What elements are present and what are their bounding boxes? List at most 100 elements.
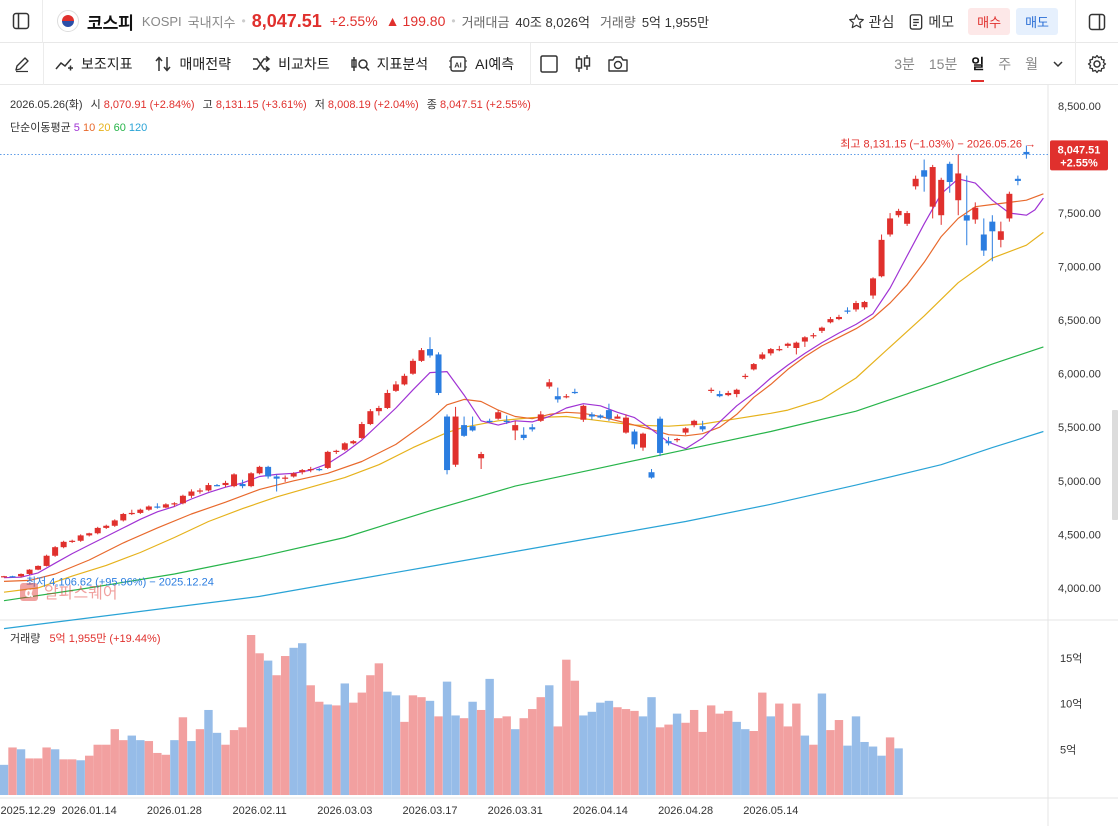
ma-period-10: 10 [79, 122, 96, 134]
candle-body [384, 392, 391, 408]
candle-body [35, 565, 42, 570]
price-tick-label: 4,000.00 [1058, 583, 1101, 595]
candle-body [622, 417, 629, 433]
period-3min[interactable]: 3분 [894, 56, 915, 72]
candle-body [358, 424, 365, 438]
candle-body [469, 426, 476, 431]
candle-style-button[interactable] [567, 43, 599, 85]
candle-body [273, 476, 280, 479]
date-tick-label: 2026.03.03 [317, 805, 372, 817]
strategy-button[interactable]: 매매전략 [143, 43, 242, 85]
volume-bar [340, 683, 349, 795]
panel-toggle-button[interactable] [1075, 0, 1118, 43]
candle-body [9, 576, 16, 578]
volume-bar [468, 701, 477, 795]
candle-body [290, 473, 297, 477]
high-label: 고 [202, 99, 213, 111]
period-month[interactable]: 월 [1025, 56, 1038, 72]
indicators-button[interactable]: 보조지표 [44, 43, 143, 85]
volume-bar [570, 680, 580, 795]
chevron-down-icon[interactable] [1052, 58, 1064, 70]
candle-body [938, 179, 945, 216]
volume-bar [655, 727, 665, 795]
price-tick-label: 6,000.00 [1058, 369, 1101, 381]
volume-legend-label: 거래량 [10, 633, 41, 645]
scrollbar-thumb[interactable] [1112, 410, 1118, 520]
volume-bar [724, 710, 733, 795]
ma-legend-periods: 5 10 20 60 120 [74, 122, 147, 134]
volume-tick-label: 10억 [1060, 698, 1082, 711]
price-tick-label: 6,500.00 [1058, 315, 1101, 327]
volume-bar [698, 731, 707, 795]
ma-legend[interactable]: 단순이동평균 5 10 20 60 120 [10, 119, 147, 135]
compare-button[interactable]: 비교차트 [241, 43, 340, 85]
candle-body [282, 477, 289, 479]
volume-bar [630, 710, 639, 795]
symbol-header: 코스피 KOSPI 국내지수 • 8,047.51 +2.55% ▲ 199.8… [0, 0, 1118, 43]
indicator-chart-icon [55, 58, 73, 70]
volume-bar [553, 726, 562, 795]
candle-body [648, 472, 655, 478]
volume-bar [25, 758, 34, 795]
candle-body [120, 513, 127, 521]
date-tick-label: 2026.01.14 [62, 805, 117, 817]
candle-body [196, 490, 203, 492]
volume-bar [67, 759, 77, 795]
candle-body [818, 327, 825, 331]
candle-body [725, 392, 732, 396]
price-chart[interactable]: 8,500.008,000.007,500.007,000.006,500.00… [0, 85, 1118, 826]
volume-bar [59, 759, 68, 795]
volume-bar [289, 647, 298, 795]
ai-forecast-button[interactable]: AI AI예측 [438, 43, 524, 85]
candle-body [461, 425, 468, 436]
all-time-high-label: 최고 8,131.15 (−1.03%) − 2026.05.26 → [840, 138, 1036, 151]
volume-bar [93, 744, 102, 795]
compare-label: 비교차트 [278, 55, 330, 72]
volume-bar [315, 701, 324, 795]
sidebar-toggle-button[interactable] [0, 0, 43, 43]
candle-body [239, 484, 246, 487]
up-down-arrows-icon [154, 55, 171, 72]
volume-bar [834, 720, 844, 795]
candle-body [784, 343, 791, 346]
volume-bar [613, 707, 622, 795]
volume-bar [664, 724, 673, 795]
volume-bar [792, 703, 801, 795]
volume-bar [408, 695, 418, 795]
watermark-text: 알파스퀘어 [44, 583, 118, 602]
watch-button[interactable]: 관심 [848, 12, 894, 32]
chart-square-button[interactable] [531, 43, 567, 85]
volume-bar [323, 704, 332, 795]
ohlc-legend: 2026.05.26(화) 시 8,070.91 (+2.84%) 고 8,13… [10, 96, 531, 112]
analysis-button[interactable]: 지표분석 [340, 43, 439, 85]
volume-bar [272, 675, 281, 795]
candle-body [708, 389, 715, 391]
volume-bar [732, 721, 741, 795]
memo-button[interactable]: 메모 [908, 12, 954, 32]
date-tick-label: 2026.05.14 [743, 805, 798, 817]
buy-button[interactable]: 매수 [968, 8, 1011, 35]
candle-body [1014, 178, 1021, 181]
header-actions: 관심 메모 매수 매도 [848, 0, 1058, 43]
period-week[interactable]: 주 [998, 56, 1012, 72]
candle-body [316, 469, 323, 471]
candle-body [307, 469, 314, 471]
volume-bar [178, 717, 188, 795]
period-15min[interactable]: 15분 [928, 56, 958, 72]
candle-body [776, 349, 783, 351]
price-tick-label: 5,500.00 [1058, 422, 1101, 434]
candle-body [861, 301, 868, 308]
volume-bar [263, 660, 273, 795]
period-day[interactable]: 일 [971, 54, 985, 82]
date-tick-label: 2026.04.28 [658, 805, 713, 817]
drawing-tool-button[interactable] [0, 43, 43, 85]
settings-button[interactable] [1075, 43, 1118, 85]
sell-button[interactable]: 매도 [1016, 8, 1058, 35]
volume-bar [434, 716, 443, 795]
candle-body [486, 420, 493, 423]
candle-body [716, 394, 723, 397]
screenshot-button[interactable] [599, 43, 637, 85]
date-tick-label: 2026.04.14 [573, 805, 628, 817]
candle-body [674, 439, 681, 441]
price-tick-label: 8,500.00 [1058, 101, 1101, 113]
